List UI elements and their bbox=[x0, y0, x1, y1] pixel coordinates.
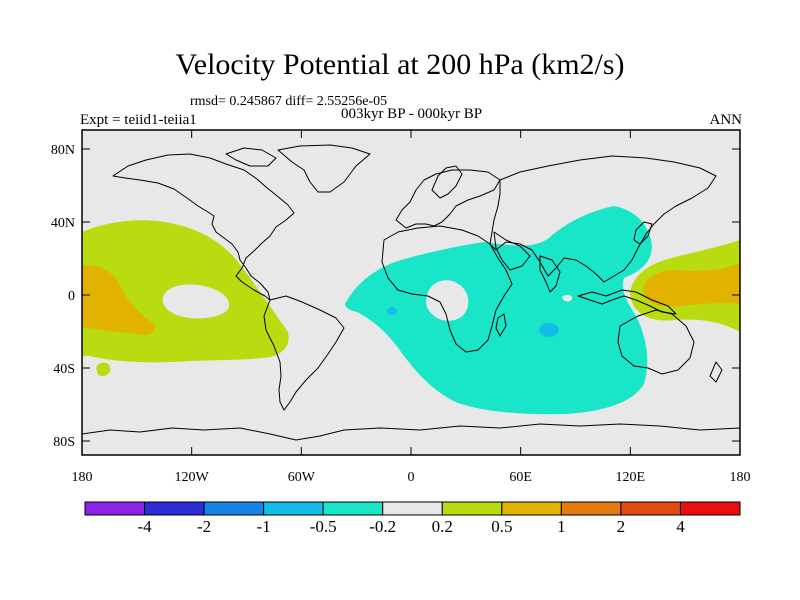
arabia-coastline bbox=[493, 231, 531, 271]
season-label: ANN bbox=[709, 112, 743, 128]
south-america-coastline bbox=[263, 295, 345, 411]
colorbar-swatch bbox=[144, 501, 205, 516]
period-subtitle: 003kyr BP - 000kyr BP bbox=[340, 106, 483, 122]
colorbar-label: 4 bbox=[676, 517, 685, 536]
map-plot bbox=[82, 130, 740, 455]
lat-tick-label: 80S bbox=[53, 435, 75, 450]
neutral-hole-pacific bbox=[162, 284, 230, 319]
greenland-coastline bbox=[277, 144, 371, 193]
asia-coastline bbox=[489, 155, 717, 283]
scandinavia-coastline bbox=[431, 165, 463, 199]
lon-tick-label: 0 bbox=[408, 470, 415, 485]
colorbar: -4 -2 -1 -0.5 -0.2 0.2 0.5 1 2 4 bbox=[84, 501, 741, 536]
madagascar-coastline bbox=[495, 313, 507, 337]
colorbar-label: -0.5 bbox=[310, 517, 337, 536]
australia-coastline bbox=[617, 309, 695, 375]
colorbar-swatch bbox=[441, 501, 503, 516]
lon-tick-label: 180 bbox=[72, 470, 93, 485]
india-coastline bbox=[539, 255, 561, 293]
lon-tick-label: 120W bbox=[175, 470, 210, 485]
rmsd-diff-stats: rmsd= 0.245867 diff= 2.55256e-05 bbox=[190, 94, 388, 109]
colorbar-swatch bbox=[203, 501, 265, 516]
neutral-hole-africa bbox=[426, 280, 469, 321]
africa-coastline bbox=[381, 225, 513, 353]
experiment-label: Expt = teiid1-teiia1 bbox=[80, 112, 197, 128]
neutral-hole-sumatra bbox=[562, 294, 573, 302]
colorbar-swatch bbox=[382, 501, 443, 516]
colorbar-swatch bbox=[322, 501, 384, 516]
lon-tick-label: 180 bbox=[730, 470, 751, 485]
japan-coastline bbox=[633, 221, 653, 245]
lat-tick-label: 40S bbox=[53, 362, 75, 377]
coastlines bbox=[82, 144, 740, 441]
colorbar-label: -2 bbox=[197, 517, 211, 536]
colorbar-swatch bbox=[679, 501, 741, 516]
colorbar-label: 1 bbox=[557, 517, 566, 536]
canadian-archipelago-coastline bbox=[225, 147, 277, 167]
colorbar-label: -1 bbox=[257, 517, 271, 536]
europe-coastline bbox=[395, 169, 501, 229]
colorbar-swatch bbox=[620, 501, 681, 516]
lon-tick-label: 120E bbox=[616, 470, 646, 485]
lat-tick-label: 80N bbox=[51, 143, 75, 158]
lat-tick-label: 0 bbox=[68, 289, 75, 304]
positive-anomaly-southern-islet bbox=[96, 362, 111, 377]
colorbar-swatch bbox=[501, 501, 562, 516]
moderate-negative-atlantic bbox=[387, 307, 397, 315]
negative-anomaly-indian-ocean bbox=[345, 206, 652, 415]
north-america-coastline bbox=[112, 153, 295, 301]
lat-tick-label: 40N bbox=[51, 216, 75, 231]
colorbar-swatch bbox=[263, 501, 324, 516]
colorbar-label: -0.2 bbox=[369, 517, 396, 536]
antarctica-coastline bbox=[82, 423, 740, 441]
lon-tick-label: 60E bbox=[509, 470, 532, 485]
moderate-negative-indian-ocean bbox=[539, 323, 559, 337]
colorbar-label: 0.5 bbox=[491, 517, 512, 536]
map-title: Velocity Potential at 200 hPa (km2/s) bbox=[175, 48, 625, 81]
lon-tick-label: 60W bbox=[288, 470, 316, 485]
colorbar-swatch bbox=[560, 501, 622, 516]
new-zealand-coastline bbox=[709, 361, 723, 383]
moderate-positive-western-pacific bbox=[643, 263, 740, 307]
colorbar-label: 2 bbox=[617, 517, 626, 536]
moderate-positive-eastern-pacific bbox=[82, 265, 155, 335]
axis-ticks: 80N 40N 0 40S 80S 180 120W 60W 0 60E 120E 180 bbox=[51, 130, 751, 485]
colorbar-label: -4 bbox=[137, 517, 152, 536]
colorbar-swatch bbox=[84, 501, 146, 516]
colorbar-label: 0.2 bbox=[432, 517, 453, 536]
